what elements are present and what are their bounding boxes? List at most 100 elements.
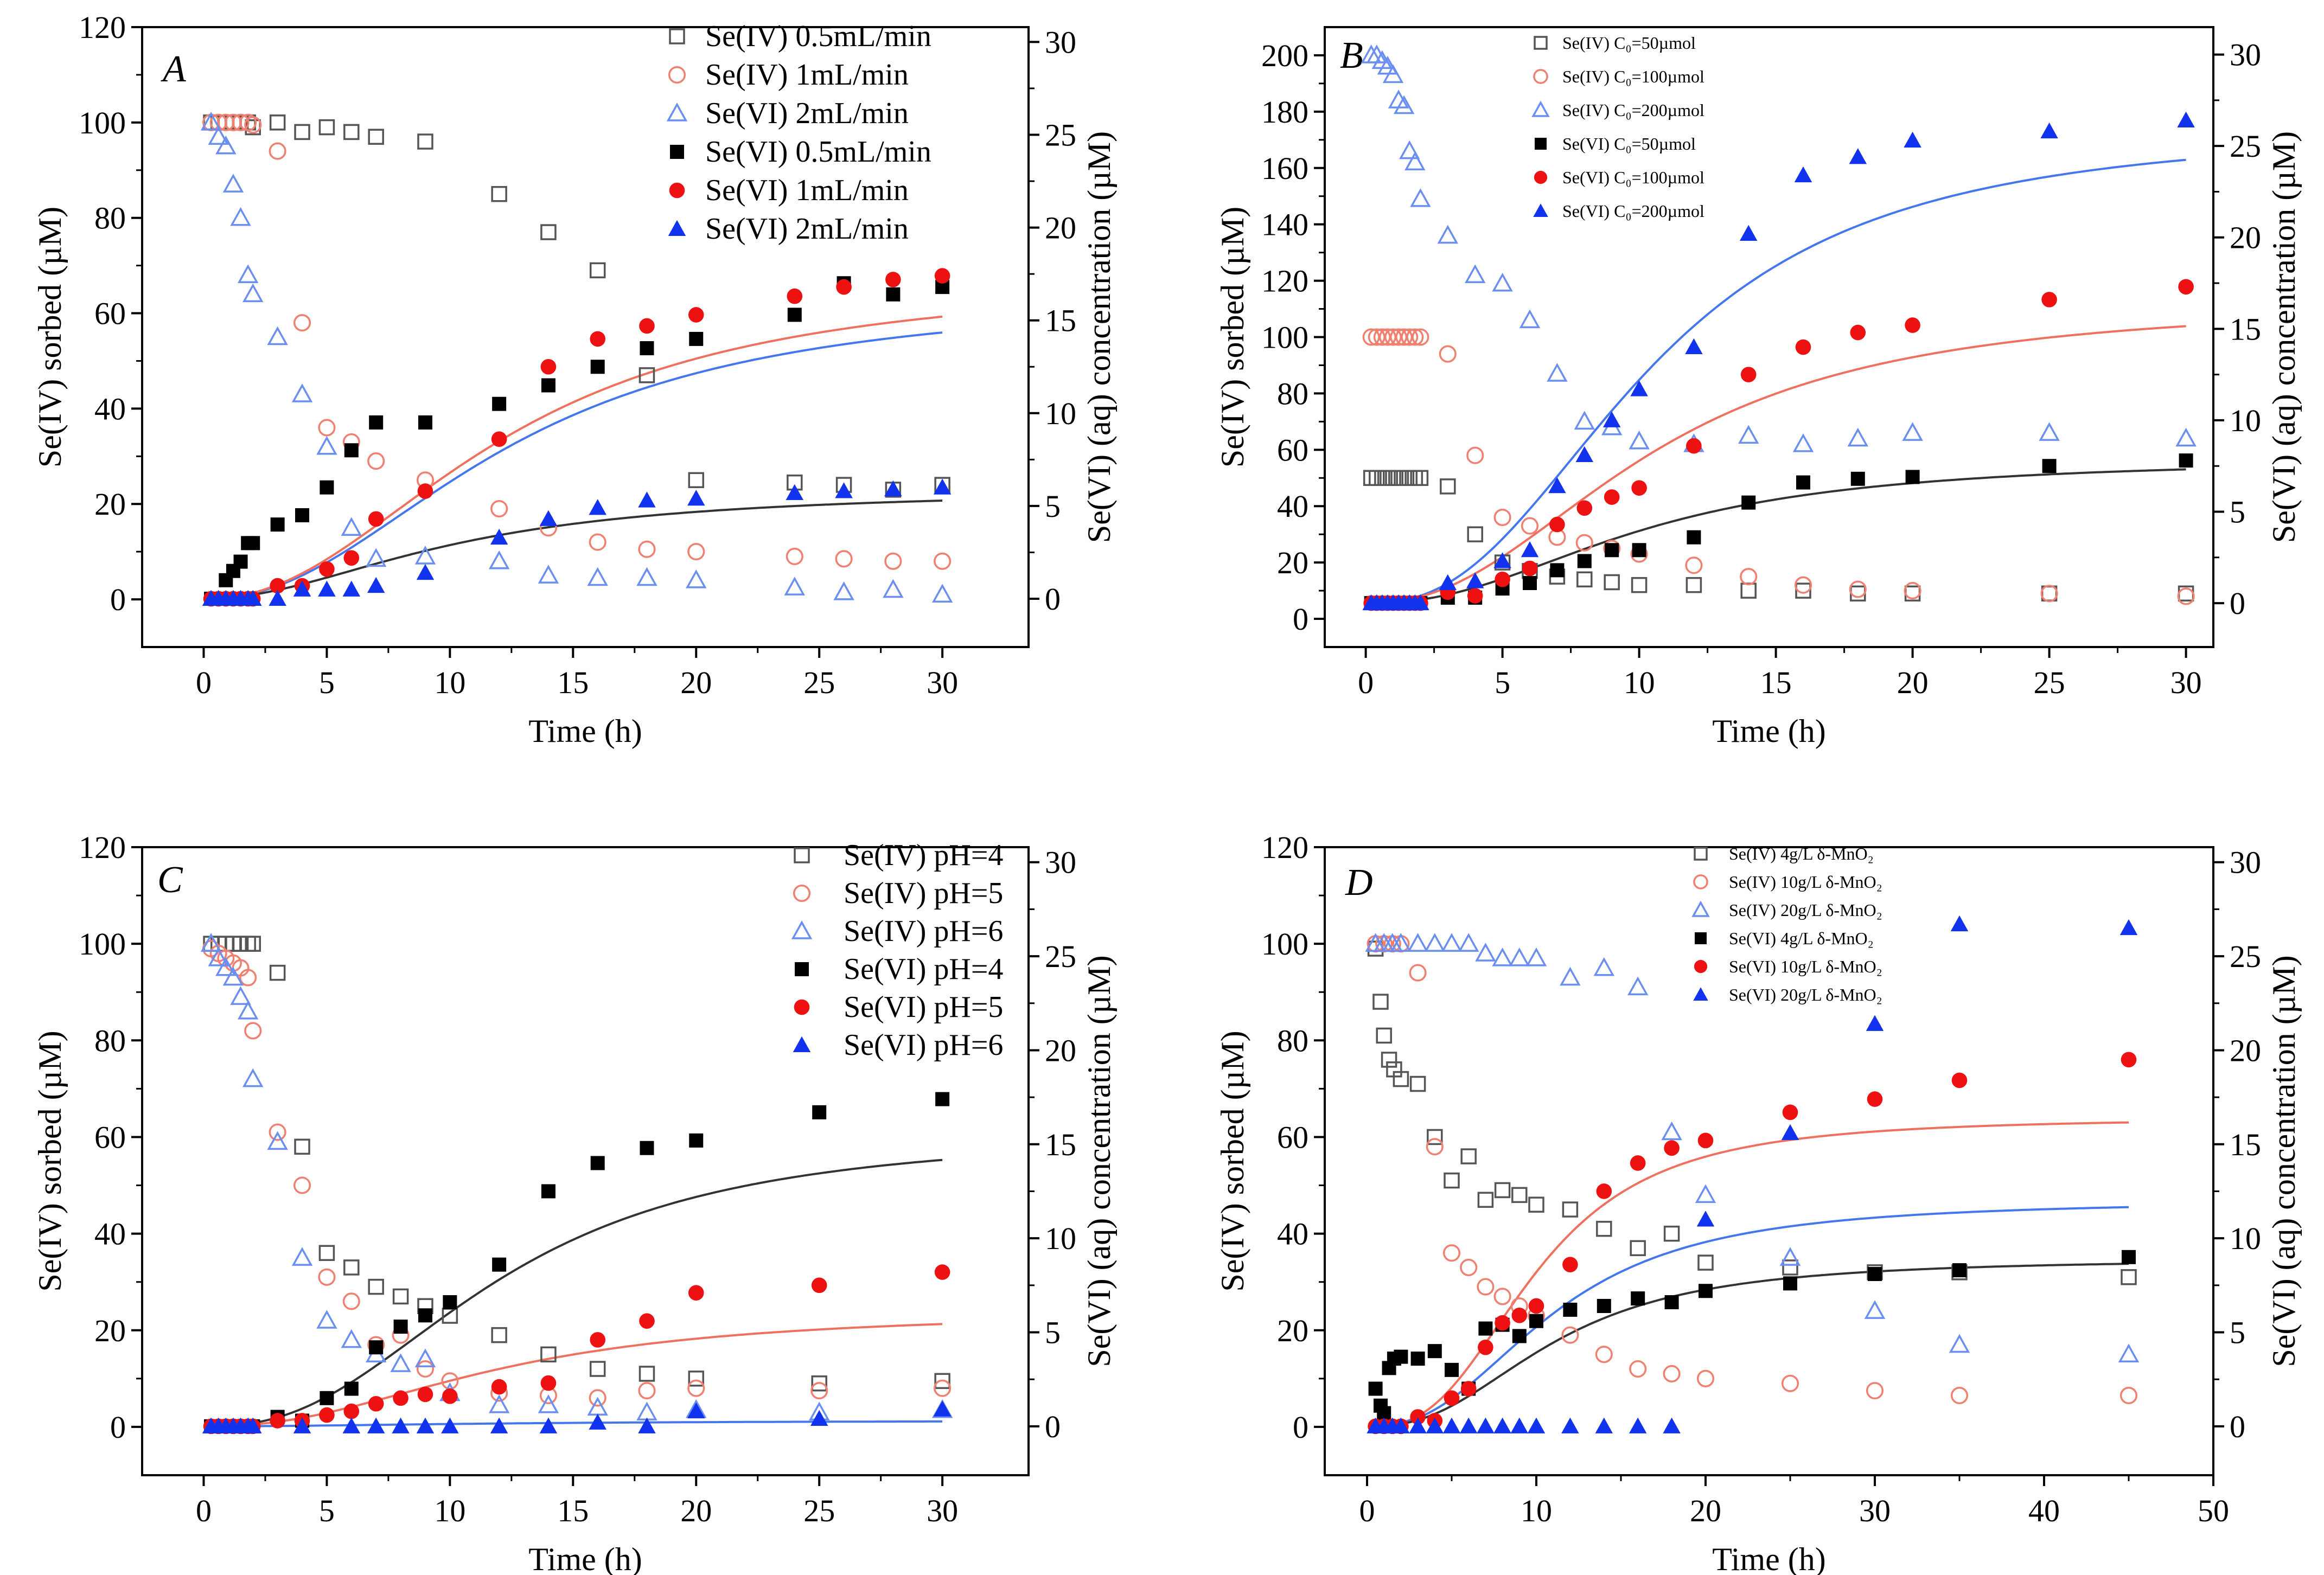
data-point xyxy=(492,1257,507,1272)
legend-marker xyxy=(1534,36,1548,50)
data-point xyxy=(1363,470,1380,486)
data-point xyxy=(267,326,288,345)
data-point xyxy=(230,207,251,226)
legend-marker xyxy=(793,1036,811,1052)
y-right-tick-label: 0 xyxy=(1045,581,1061,617)
data-point xyxy=(443,1295,457,1310)
data-point xyxy=(1493,508,1511,527)
legend-marker xyxy=(669,28,685,44)
plot-frame xyxy=(1324,846,2214,1476)
data-point xyxy=(539,510,558,526)
y-right-tick-label: 30 xyxy=(1045,845,1076,880)
data-point xyxy=(1439,345,1457,363)
legend-marker xyxy=(669,182,685,199)
data-point xyxy=(1445,1362,1459,1377)
data-point xyxy=(1781,1374,1799,1392)
data-point xyxy=(1593,957,1615,976)
data-point xyxy=(318,419,336,437)
data-point xyxy=(688,472,704,489)
x-tick-label: 30 xyxy=(927,665,958,700)
data-point xyxy=(1605,543,1619,558)
data-point xyxy=(589,1361,606,1377)
data-point xyxy=(1685,338,1703,355)
y-left-tick-label: 120 xyxy=(1261,264,1308,299)
legend-marker xyxy=(1531,100,1550,117)
y-right-tick-label: 25 xyxy=(1045,939,1076,974)
series-5 xyxy=(203,268,950,607)
data-point xyxy=(638,540,656,558)
data-point xyxy=(810,1410,828,1426)
data-point xyxy=(1467,588,1483,604)
data-point xyxy=(1631,480,1647,496)
data-point xyxy=(343,1403,360,1419)
data-point xyxy=(1949,1334,1970,1353)
x-tick-label: 30 xyxy=(927,1493,958,1528)
data-point xyxy=(784,577,806,596)
x-tick-label: 20 xyxy=(680,1493,712,1528)
y-right-tick-label: 20 xyxy=(2230,220,2261,255)
data-point xyxy=(1794,576,1812,594)
data-point xyxy=(1867,1091,1883,1107)
legend-label: Se(IV) C₀=100µmol xyxy=(1562,67,1704,86)
y-left-tick-label: 160 xyxy=(1261,151,1308,186)
series-3 xyxy=(1361,44,2197,452)
data-point xyxy=(1390,933,1412,952)
y-right-tick-label: 30 xyxy=(2230,845,2261,880)
data-point xyxy=(1604,574,1620,591)
y-right-tick-label: 0 xyxy=(1045,1409,1061,1444)
data-point xyxy=(393,1390,408,1406)
data-point xyxy=(417,483,433,499)
data-point xyxy=(270,1413,285,1429)
data-point xyxy=(1523,575,1537,590)
x-axis-title: Time (h) xyxy=(528,713,642,749)
data-point xyxy=(1509,947,1530,966)
data-point xyxy=(1401,328,1419,346)
series-4 xyxy=(204,1092,950,1433)
data-point xyxy=(787,308,802,322)
x-tick-label: 40 xyxy=(2028,1493,2060,1528)
series-5 xyxy=(1368,1052,2137,1435)
y-left-tick-label: 180 xyxy=(1261,94,1308,130)
data-point xyxy=(1685,556,1703,574)
fit-curve xyxy=(1372,1263,2129,1427)
data-point xyxy=(538,1394,559,1413)
y-left-tick-label: 0 xyxy=(1293,601,1308,637)
data-point xyxy=(1372,994,1389,1010)
data-point xyxy=(1412,328,1429,346)
y-left-axis-title: Se(IV) sorbed (µM) xyxy=(1215,207,1250,468)
data-point xyxy=(1632,543,1646,558)
data-point xyxy=(242,1068,264,1087)
plot-area xyxy=(200,933,953,1435)
data-point xyxy=(540,358,557,375)
data-point xyxy=(934,552,952,570)
data-point xyxy=(208,126,229,145)
legend-marker xyxy=(1694,959,1708,974)
data-point xyxy=(1563,1302,1578,1317)
data-point xyxy=(639,318,655,334)
y-left-axis-title: Se(IV) sorbed (µM) xyxy=(32,207,68,468)
data-point xyxy=(811,1375,827,1392)
data-point xyxy=(835,482,853,498)
data-point xyxy=(636,567,657,586)
data-point xyxy=(886,287,901,302)
data-point xyxy=(2119,919,2138,936)
data-point xyxy=(1795,582,1811,599)
data-point xyxy=(1697,1132,1714,1149)
data-point xyxy=(1467,526,1483,542)
data-point xyxy=(416,564,435,580)
data-point xyxy=(688,1285,704,1301)
data-point xyxy=(2121,1269,2137,1285)
legend-label: Se(VI) 2mL/min xyxy=(705,97,909,130)
legend-label: Se(VI) C₀=200µmol xyxy=(1562,201,1704,221)
series-5 xyxy=(1363,279,2194,611)
legend-label: Se(IV) C₀=50µmol xyxy=(1562,33,1696,53)
data-point xyxy=(1409,964,1427,982)
data-point xyxy=(215,135,237,155)
data-point xyxy=(320,1391,334,1405)
data-point xyxy=(1382,64,1404,84)
y-left-tick-label: 60 xyxy=(1277,1119,1308,1155)
data-point xyxy=(1574,411,1595,430)
data-point xyxy=(640,341,654,356)
fit-curve xyxy=(211,500,943,600)
data-point xyxy=(492,396,507,411)
